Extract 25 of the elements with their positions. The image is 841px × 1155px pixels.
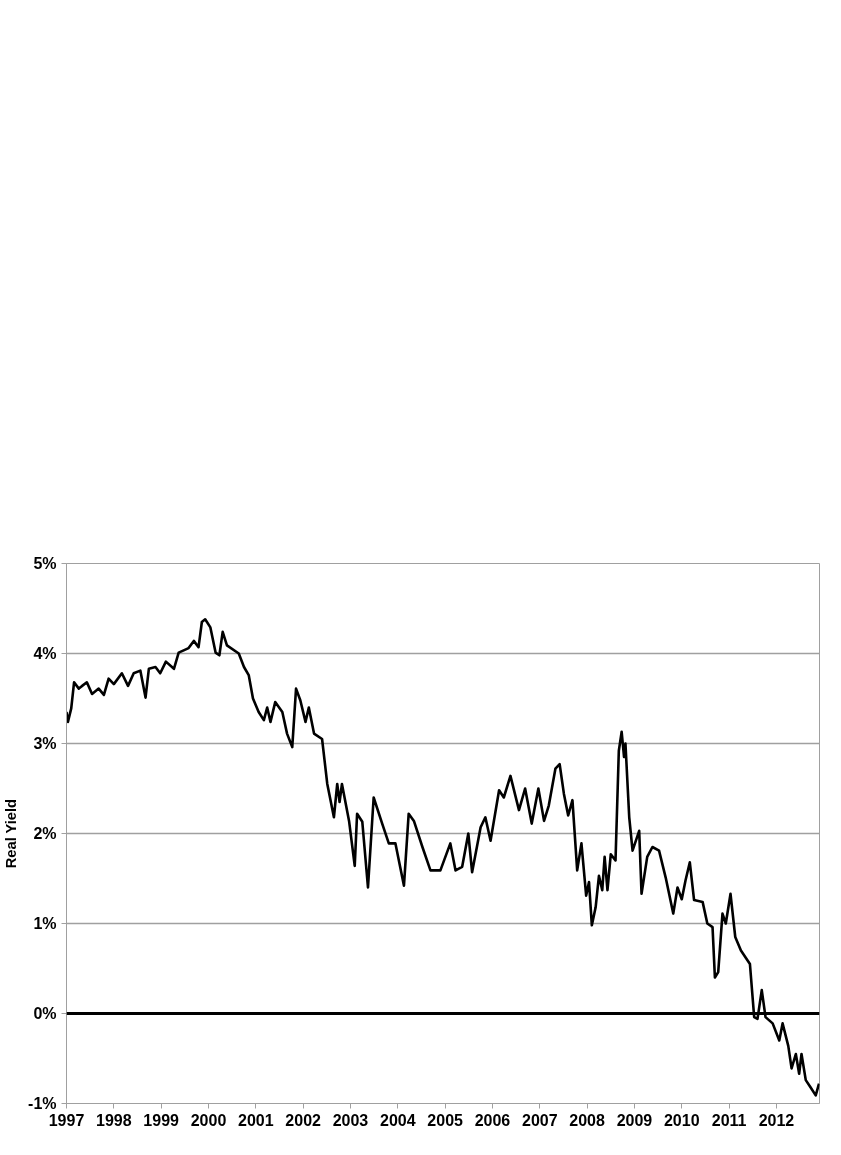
x-tick-label: 2008 [569, 1111, 606, 1129]
x-tick-label: 2004 [380, 1111, 416, 1129]
x-tick-label: 2001 [238, 1111, 274, 1129]
x-tick-label: 2006 [474, 1111, 511, 1129]
y-tick-label: 5% [33, 555, 57, 572]
x-tick-label: 2000 [190, 1111, 227, 1129]
y-tick-label: 2% [33, 825, 57, 842]
x-tick-label: 2005 [427, 1111, 464, 1129]
x-tick-label: 1999 [143, 1111, 180, 1129]
y-tick-label: 4% [33, 645, 57, 662]
x-tick-label: 2007 [521, 1111, 558, 1129]
x-tick-label: 2003 [332, 1111, 369, 1129]
y-tick-label: 1% [33, 915, 57, 932]
x-tick-label: 2010 [663, 1111, 700, 1129]
x-tick-label: 2011 [711, 1111, 747, 1129]
y-axis-title: Real Yield [3, 799, 20, 869]
x-tick-label: 1997 [48, 1111, 85, 1129]
x-tick-label: 1998 [96, 1111, 132, 1129]
x-tick-label: 2002 [285, 1111, 322, 1129]
y-tick-label: 0% [33, 1005, 57, 1022]
x-tick-label: 2009 [616, 1111, 653, 1129]
y-tick-label: -1% [28, 1095, 57, 1112]
y-tick-label: 3% [33, 735, 57, 752]
x-tick-label: 2012 [758, 1111, 795, 1129]
line-series [66, 618, 820, 1097]
